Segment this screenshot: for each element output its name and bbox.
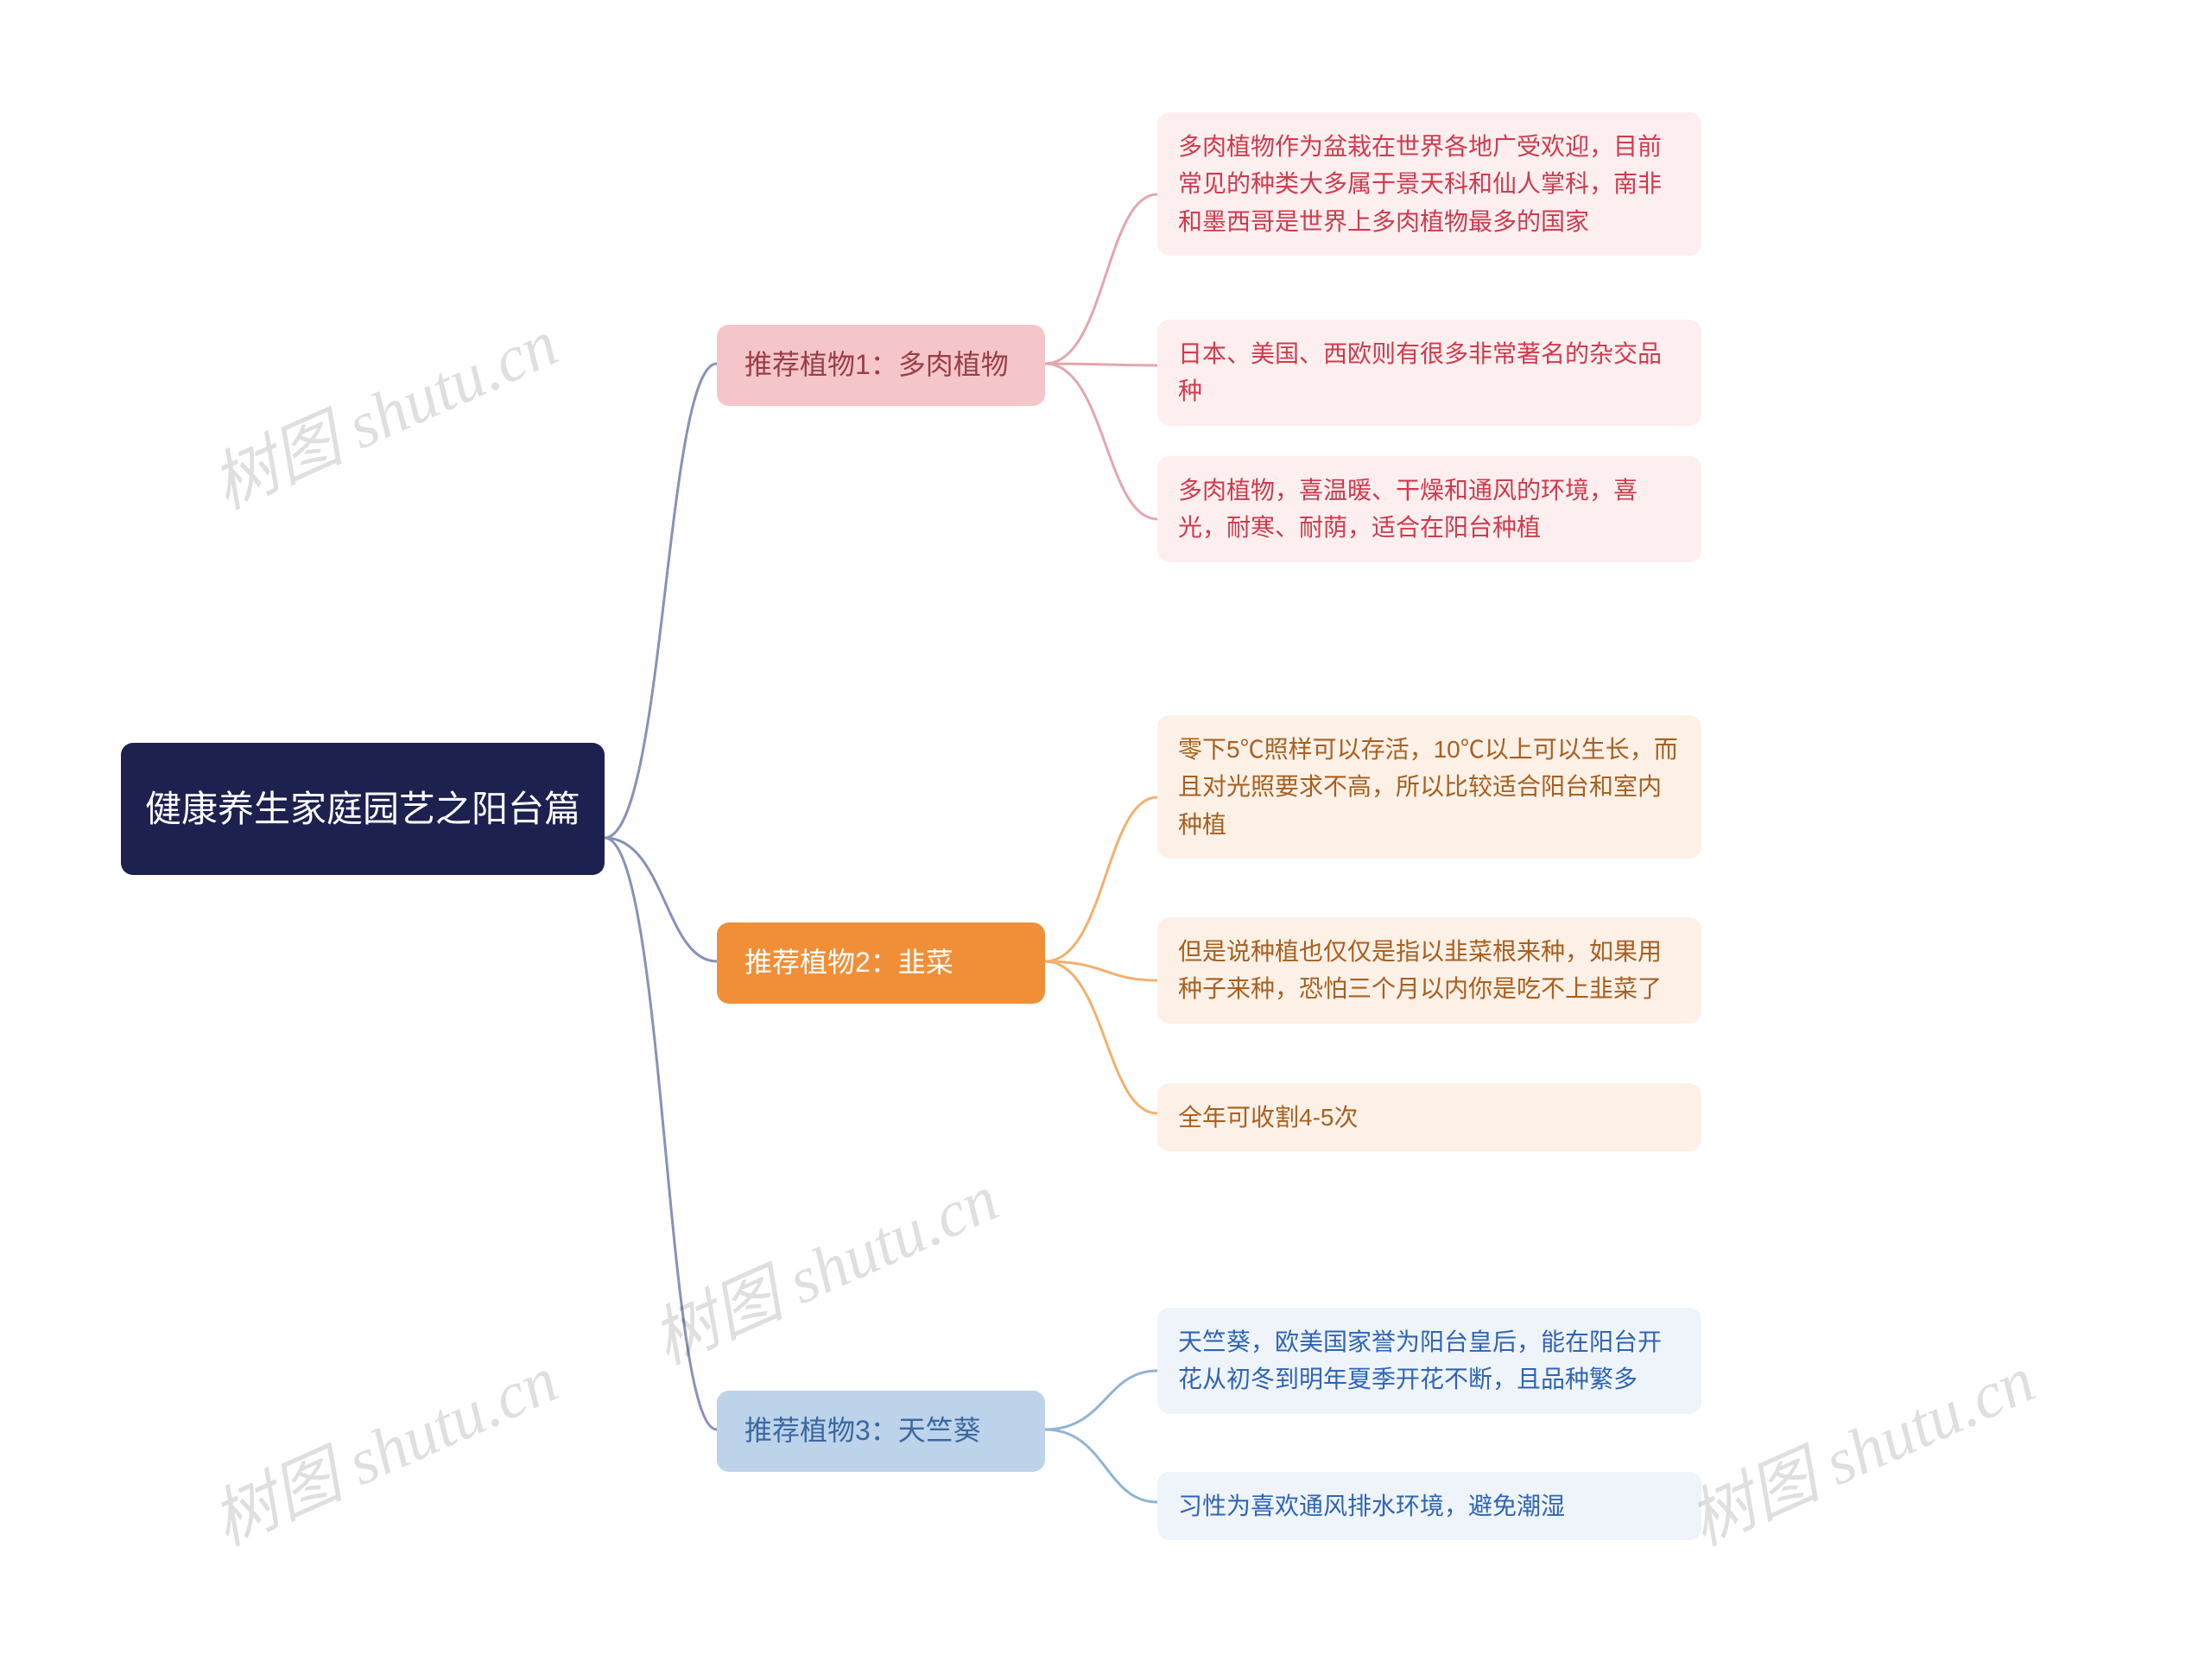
leaf-node-1-2: 日本、美国、西欧则有很多非常著名的杂交品种 bbox=[1157, 320, 1701, 426]
leaf-node-1-1: 多肉植物作为盆栽在世界各地广受欢迎，目前常见的种类大多属于景天科和仙人掌科，南非… bbox=[1157, 112, 1701, 256]
leaf-text: 但是说种植也仅仅是指以韭菜根来种，如果用种子来种，恐怕三个月以内你是吃不上韭菜了 bbox=[1178, 933, 1681, 1008]
branch-node-1: 推荐植物1：多肉植物 bbox=[717, 325, 1045, 406]
branch-label: 推荐植物2：韭菜 bbox=[744, 941, 953, 985]
watermark: 树图 shutu.cn bbox=[194, 290, 569, 527]
leaf-node-2-1: 零下5℃照样可以存活，10℃以上可以生长，而且对光照要求不高，所以比较适合阳台和… bbox=[1157, 715, 1701, 859]
watermark: 树图 shutu.cn bbox=[1671, 1327, 2046, 1563]
branch-label: 推荐植物3：天竺葵 bbox=[744, 1410, 981, 1453]
root-node: 健康养生家庭园艺之阳台篇 bbox=[121, 743, 605, 875]
leaf-node-3-1: 天竺葵，欧美国家誉为阳台皇后，能在阳台开花从初冬到明年夏季开花不断，且品种繁多 bbox=[1157, 1308, 1701, 1414]
leaf-text: 天竺葵，欧美国家誉为阳台皇后，能在阳台开花从初冬到明年夏季开花不断，且品种繁多 bbox=[1178, 1323, 1681, 1398]
root-label: 健康养生家庭园艺之阳台篇 bbox=[145, 781, 580, 837]
leaf-text: 习性为喜欢通风排水环境，避免潮湿 bbox=[1178, 1487, 1565, 1525]
leaf-text: 日本、美国、西欧则有很多非常著名的杂交品种 bbox=[1178, 335, 1681, 410]
branch-node-3: 推荐植物3：天竺葵 bbox=[717, 1391, 1045, 1472]
leaf-node-2-2: 但是说种植也仅仅是指以韭菜根来种，如果用种子来种，恐怕三个月以内你是吃不上韭菜了 bbox=[1157, 917, 1701, 1024]
leaf-text: 多肉植物作为盆栽在世界各地广受欢迎，目前常见的种类大多属于景天科和仙人掌科，南非… bbox=[1178, 128, 1681, 240]
leaf-node-1-3: 多肉植物，喜温暖、干燥和通风的环境，喜光，耐寒、耐荫，适合在阳台种植 bbox=[1157, 456, 1701, 562]
branch-label: 推荐植物1：多肉植物 bbox=[744, 344, 1009, 387]
branch-node-2: 推荐植物2：韭菜 bbox=[717, 922, 1045, 1004]
leaf-text: 零下5℃照样可以存活，10℃以上可以生长，而且对光照要求不高，所以比较适合阳台和… bbox=[1178, 731, 1681, 843]
leaf-node-3-2: 习性为喜欢通风排水环境，避免潮湿 bbox=[1157, 1472, 1701, 1540]
leaf-text: 全年可收割4-5次 bbox=[1178, 1099, 1358, 1136]
leaf-text: 多肉植物，喜温暖、干燥和通风的环境，喜光，耐寒、耐荫，适合在阳台种植 bbox=[1178, 472, 1681, 547]
watermark: 树图 shutu.cn bbox=[194, 1327, 569, 1563]
mindmap-canvas: 健康养生家庭园艺之阳台篇 推荐植物1：多肉植物 多肉植物作为盆栽在世界各地广受欢… bbox=[0, 0, 2211, 1680]
watermark: 树图 shutu.cn bbox=[635, 1145, 1010, 1382]
leaf-node-2-3: 全年可收割4-5次 bbox=[1157, 1083, 1701, 1151]
